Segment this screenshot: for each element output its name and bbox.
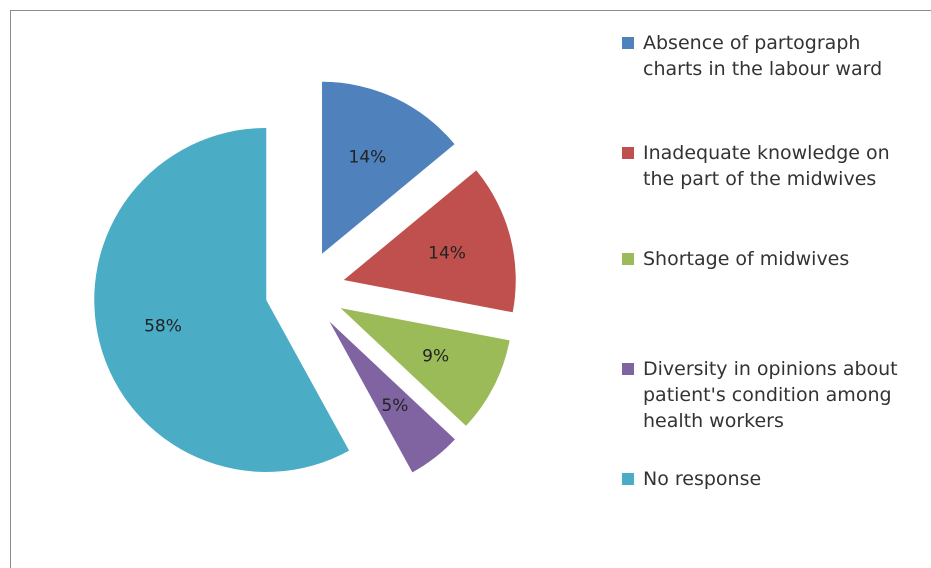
pie-slice: [322, 81, 455, 254]
legend-item: Shortage of midwives: [622, 246, 922, 272]
data-label: 14%: [428, 244, 466, 264]
legend-swatch: [622, 363, 634, 375]
data-label: 5%: [381, 396, 408, 416]
pie-slice: [343, 170, 516, 313]
legend-swatch: [622, 253, 634, 265]
legend-swatch: [622, 147, 634, 159]
data-label: 58%: [144, 316, 182, 336]
legend-label: No response: [643, 468, 762, 490]
legend-item: Diversity in opinions about patient's co…: [622, 356, 922, 434]
legend-label: Inadequate knowledge on the part of the …: [643, 142, 890, 190]
legend-swatch: [622, 37, 634, 49]
legend-item: Inadequate knowledge on the part of the …: [622, 140, 922, 192]
pie-slice: [340, 308, 510, 426]
frame: [10, 10, 931, 568]
pie-slice: [94, 127, 350, 472]
legend-item: No response: [622, 466, 922, 492]
data-label: 9%: [422, 347, 449, 367]
legend-label: Absence of partograph charts in the labo…: [643, 32, 883, 80]
legend-item: Absence of partograph charts in the labo…: [622, 30, 922, 82]
legend-swatch: [622, 473, 634, 485]
legend-label: Shortage of midwives: [643, 248, 850, 270]
legend-label: Diversity in opinions about patient's co…: [643, 358, 898, 432]
pie-slice: [329, 321, 455, 473]
data-label: 14%: [349, 147, 387, 167]
